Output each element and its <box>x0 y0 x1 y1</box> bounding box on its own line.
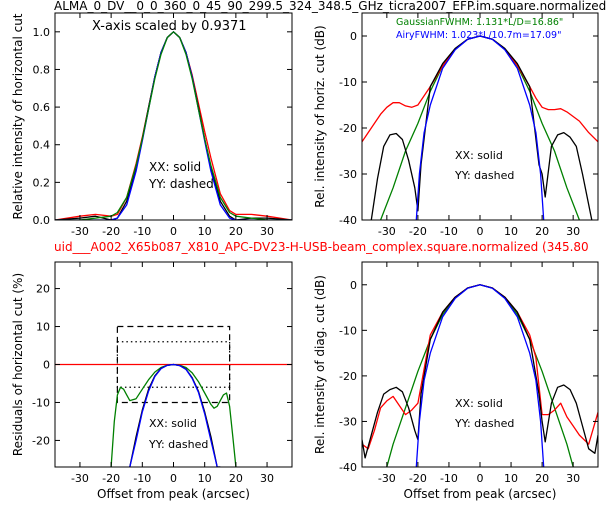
x-tick-label: 10 <box>504 225 518 238</box>
x-tick-label: -30 <box>378 225 396 238</box>
x-tick-label: 20 <box>535 225 549 238</box>
y-tick-label: -10 <box>32 396 50 409</box>
x-axis-label: Offset from peak (arcsec) <box>404 487 557 501</box>
x-tick-label: 30 <box>260 225 274 238</box>
x-tick-label: -30 <box>378 472 396 485</box>
x-tick-label: -30 <box>71 225 89 238</box>
figure-mid-title: uid___A002_X65b087_X810_APC-DV23-H-USB-b… <box>54 240 589 254</box>
y-tick-label: 1.0 <box>33 26 51 39</box>
x-tick-label: 0 <box>477 472 484 485</box>
chart-panel-horiz_db: -30 -20 -10 0 10 20 30 0 -10 -20 -30 -40 Rel. intens… <box>313 12 599 238</box>
y-tick-label: -10 <box>339 76 357 89</box>
y-tick-label: -10 <box>339 324 357 337</box>
x-tick-label: 30 <box>566 225 580 238</box>
series-line-blue <box>415 284 545 467</box>
series-line-blue <box>129 363 221 467</box>
y-axis-label: Rel. intensity of horiz. cut (dB) <box>313 25 327 207</box>
chart-panel-residuals: -30 -20 -10 0 10 20 30 20 10 0 -10 -20 Residuals of … <box>11 261 293 501</box>
plot-frame <box>361 12 599 221</box>
y-tick-label: -30 <box>339 415 357 428</box>
x-tick-label: 10 <box>504 472 518 485</box>
series-line-blue <box>415 35 545 220</box>
x-tick-label: 20 <box>535 472 549 485</box>
x-tick-label: -20 <box>102 225 120 238</box>
series-line-green <box>110 363 237 467</box>
x-tick-label: 10 <box>198 225 212 238</box>
x-tick-label: -20 <box>409 225 427 238</box>
series-line-red <box>362 35 598 143</box>
plot-frame <box>361 261 599 468</box>
series-line-green <box>55 31 292 220</box>
y-axis-label: Residuals of horizontal cut (%) <box>11 273 25 456</box>
x-tick-label: 0 <box>477 225 484 238</box>
y-tick-label: -20 <box>339 122 357 135</box>
figure-top-title: ALMA_0_DV__0_0_360_0_45_90_299.5_324_348… <box>54 0 606 13</box>
chart-annotation: XX: solid <box>149 417 197 430</box>
chart-annotation: GaussianFWHM: 1.131*L/D=16.86" <box>396 17 563 28</box>
series-line-blue <box>55 31 292 220</box>
series-line-black <box>370 35 593 220</box>
x-tick-label: -30 <box>71 472 89 485</box>
chart-annotation: XX: solid <box>455 397 503 410</box>
y-axis-label: Relative intensity of horizontal cut <box>11 13 25 219</box>
y-tick-label: 0.2 <box>33 176 51 189</box>
chart-annotation: YY: dashed <box>148 438 208 451</box>
x-tick-label: -10 <box>440 225 458 238</box>
chart-panel-diag_db: -30 -20 -10 0 10 20 30 0 -10 -20 -30 -40 Rel. intens… <box>313 261 599 501</box>
x-tick-label: 0 <box>170 472 177 485</box>
x-tick-label: 30 <box>566 472 580 485</box>
x-tick-label: -20 <box>409 472 427 485</box>
y-tick-label: -30 <box>339 168 357 181</box>
y-tick-label: 0 <box>350 30 357 43</box>
y-tick-label: 0 <box>350 279 357 292</box>
y-tick-label: 0.4 <box>33 139 51 152</box>
y-tick-label: 20 <box>36 283 50 296</box>
x-tick-label: 20 <box>229 472 243 485</box>
series-line-red <box>55 31 292 220</box>
x-tick-label: -20 <box>102 472 120 485</box>
series-line-black <box>55 31 292 220</box>
chart-annotation: X-axis scaled by 0.9371 <box>92 19 247 34</box>
y-tick-label: -20 <box>339 370 357 383</box>
series-line-green <box>379 35 581 220</box>
y-tick-label: 0.0 <box>33 214 51 227</box>
y-tick-label: 0 <box>43 359 50 372</box>
y-tick-label: 10 <box>36 321 50 334</box>
series-line-black <box>129 363 221 467</box>
x-axis-label: Offset from peak (arcsec) <box>97 487 250 501</box>
x-tick-label: -10 <box>133 472 151 485</box>
x-tick-label: 20 <box>229 225 243 238</box>
x-tick-label: 10 <box>198 472 212 485</box>
y-tick-label: -40 <box>339 214 357 227</box>
x-tick-label: -10 <box>440 472 458 485</box>
x-tick-label: -10 <box>133 225 151 238</box>
chart-annotation: YY: dashed <box>148 177 214 191</box>
x-tick-label: 0 <box>170 225 177 238</box>
x-tick-label: 30 <box>260 472 274 485</box>
chart-annotation: XX: solid <box>149 160 201 174</box>
chart-annotation: AiryFWHM: 1.023*L/10.7m=17.09" <box>396 30 561 41</box>
chart-annotation: YY: dashed <box>454 169 514 182</box>
chart-annotation: YY: dashed <box>454 417 514 430</box>
y-tick-label: 0.6 <box>33 101 51 114</box>
y-axis-label: Rel. intensity of diag. cut (dB) <box>313 275 327 454</box>
y-tick-label: -40 <box>339 461 357 474</box>
y-tick-label: -20 <box>32 434 50 447</box>
chart-panel-horiz_linear: -30 -20 -10 0 10 20 30 0.0 0.2 0.4 0.6 0.8 1.0 Relati… <box>11 12 293 238</box>
y-tick-label: 0.8 <box>33 63 51 76</box>
chart-annotation: XX: solid <box>455 149 503 162</box>
